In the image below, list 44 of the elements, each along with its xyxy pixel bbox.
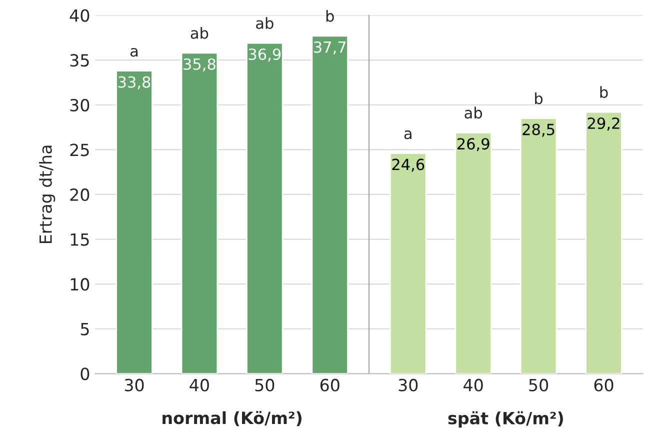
bar — [311, 35, 348, 374]
y-tick-label: 10 — [70, 278, 90, 291]
data-label: 26,9 — [457, 138, 490, 152]
annotation: ab — [256, 17, 274, 29]
data-label: 24,6 — [392, 158, 424, 172]
bar — [520, 118, 558, 374]
x-tick-label: 40 — [190, 378, 209, 392]
x-tick-label: 30 — [124, 378, 144, 392]
data-label: 33,8 — [118, 76, 150, 90]
y-tick-label: 0 — [80, 368, 90, 380]
y-tick-label: 15 — [70, 233, 89, 246]
x-tick-label: 50 — [529, 378, 548, 392]
bar — [585, 111, 622, 374]
x-tick-label: 60 — [594, 378, 614, 392]
y-axis-title: Ertrag dt/ha — [39, 146, 56, 244]
annotation: ab — [464, 106, 482, 119]
x-axis-title: normal (Kö/m²) — [162, 411, 302, 426]
data-label: 29,2 — [588, 117, 620, 131]
y-tick-label: 20 — [70, 188, 90, 202]
data-label: 28,5 — [522, 124, 554, 137]
bar — [390, 152, 427, 374]
bar — [454, 132, 492, 374]
y-tick-label: 35 — [70, 54, 89, 67]
annotation: b — [600, 86, 608, 98]
y-tick-label: 30 — [70, 98, 90, 112]
x-tick-label: 50 — [255, 378, 274, 392]
y-tick-label: 5 — [80, 323, 89, 336]
x-axis-title: spät (Kö/m²) — [448, 411, 563, 428]
annotation: a — [130, 48, 138, 57]
data-label: 37,7 — [314, 41, 346, 54]
bar — [116, 70, 153, 374]
x-tick-label: 30 — [398, 378, 418, 392]
bar — [180, 52, 218, 374]
annotation: b — [535, 92, 543, 104]
x-tick-label: 60 — [320, 378, 340, 392]
annotation: ab — [190, 27, 208, 39]
y-tick-label: 40 — [70, 9, 90, 22]
data-label: 36,9 — [248, 48, 281, 62]
x-tick-label: 40 — [464, 378, 483, 392]
bar — [246, 42, 284, 374]
y-tick-label: 25 — [70, 144, 89, 156]
annotation: b — [326, 10, 334, 22]
data-label: 35,8 — [184, 58, 216, 72]
annotation: a — [404, 130, 412, 140]
